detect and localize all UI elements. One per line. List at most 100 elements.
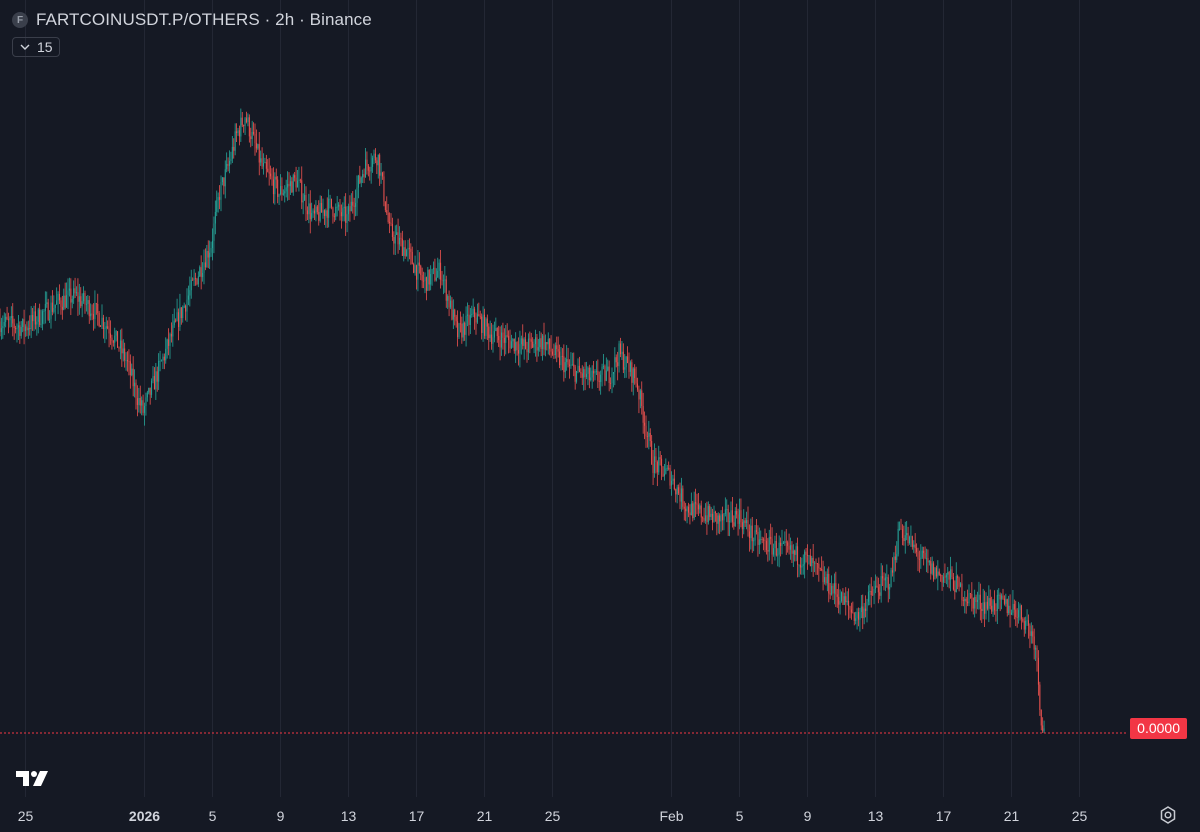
candle-body: [156, 371, 158, 382]
x-tick-label: 25: [545, 808, 561, 824]
gear-icon[interactable]: [1158, 805, 1178, 825]
candle-body: [996, 594, 998, 612]
candle-body: [924, 552, 926, 559]
candle-body: [843, 596, 845, 605]
candle-body: [68, 288, 70, 291]
candle-body: [526, 349, 528, 353]
candle-body: [768, 536, 770, 552]
candle-body: [370, 166, 372, 172]
candle-body: [224, 169, 226, 187]
candle-body: [173, 320, 175, 326]
candle-body: [124, 348, 126, 361]
candle-body: [546, 342, 548, 345]
candle-body: [944, 576, 946, 578]
candle-body: [771, 538, 773, 555]
candle-body: [166, 339, 168, 349]
candle-body: [134, 382, 136, 387]
candle-body: [1040, 709, 1042, 726]
candle-body: [685, 508, 687, 512]
candle-body: [496, 327, 498, 337]
candle-body: [730, 510, 732, 522]
candle-body: [479, 316, 481, 318]
candle-body: [70, 288, 72, 303]
candle-body: [165, 348, 167, 361]
candle-body: [977, 599, 978, 602]
candle-body: [649, 432, 651, 441]
candle-body: [13, 323, 15, 329]
candle-body: [828, 573, 830, 594]
candle-body: [678, 487, 680, 494]
x-tick-label: 2026: [129, 808, 160, 824]
candle-body: [879, 592, 881, 596]
candle-body: [893, 556, 895, 573]
candle-body: [447, 296, 449, 301]
candle-body: [43, 310, 45, 312]
candle-body: [801, 565, 803, 568]
candle-body: [719, 515, 721, 522]
candle-body: [67, 290, 69, 296]
candle-body: [522, 338, 524, 346]
candle-body: [594, 371, 596, 374]
candle-body: [529, 338, 531, 340]
candle-body: [513, 338, 515, 352]
tradingview-logo-icon[interactable]: [16, 768, 50, 793]
candle-body: [894, 556, 896, 560]
time-axis[interactable]: 25 2026 5 9 13 17 21 25 Feb 5 9 13 17 21 25: [18, 808, 1088, 824]
candle-body: [726, 509, 728, 510]
candle-body: [467, 314, 468, 316]
candle-body: [651, 440, 653, 464]
candle-body: [654, 456, 655, 474]
candle-body: [129, 361, 131, 376]
candle-body: [761, 539, 763, 540]
candle-body: [57, 293, 59, 301]
candle-body: [362, 174, 364, 178]
candle-body: [703, 518, 705, 521]
candle-body: [764, 539, 766, 541]
candle-body: [954, 589, 956, 593]
candle-body: [336, 206, 338, 208]
candle-body: [849, 606, 851, 610]
candle-body: [689, 512, 691, 516]
candle-body: [234, 131, 236, 151]
candle-body: [413, 264, 415, 273]
candle-body: [648, 432, 650, 437]
candle-body: [620, 343, 621, 355]
candle-body: [917, 551, 919, 559]
candle-body: [550, 348, 552, 352]
candle-body: [530, 339, 532, 342]
candle-body: [798, 564, 800, 566]
candle-body: [729, 521, 731, 523]
candle-body: [867, 591, 869, 602]
candle-body: [202, 272, 204, 278]
candle-body: [411, 251, 413, 265]
candle-body: [98, 312, 100, 327]
candle-body: [850, 609, 852, 613]
x-tick-label: 9: [277, 808, 285, 824]
candle-body: [128, 361, 130, 363]
candle-body: [920, 557, 922, 559]
candle-body: [968, 593, 970, 604]
candle-body: [345, 206, 347, 223]
candle-body: [600, 374, 602, 382]
candle-body: [148, 387, 150, 393]
candle-body: [15, 328, 17, 330]
candle-body: [231, 146, 233, 159]
candle-body: [900, 528, 902, 530]
candle-body: [457, 321, 459, 338]
candle-body: [503, 337, 505, 343]
candle-body: [901, 529, 903, 539]
candle-body: [127, 360, 128, 362]
indicators-collapse-button[interactable]: 15: [12, 37, 60, 57]
candle-body: [866, 601, 868, 611]
candle-body: [291, 181, 293, 193]
candle-body: [9, 318, 11, 321]
candle-body: [393, 237, 395, 244]
candle-body: [149, 387, 151, 395]
candle-body: [578, 365, 580, 373]
candle-body: [802, 564, 804, 566]
symbol-title[interactable]: FARTCOINUSDT.P/OTHERS · 2h · Binance: [36, 10, 372, 29]
candle-body: [83, 293, 85, 302]
candle-body: [359, 175, 361, 183]
candle-body: [615, 357, 617, 363]
